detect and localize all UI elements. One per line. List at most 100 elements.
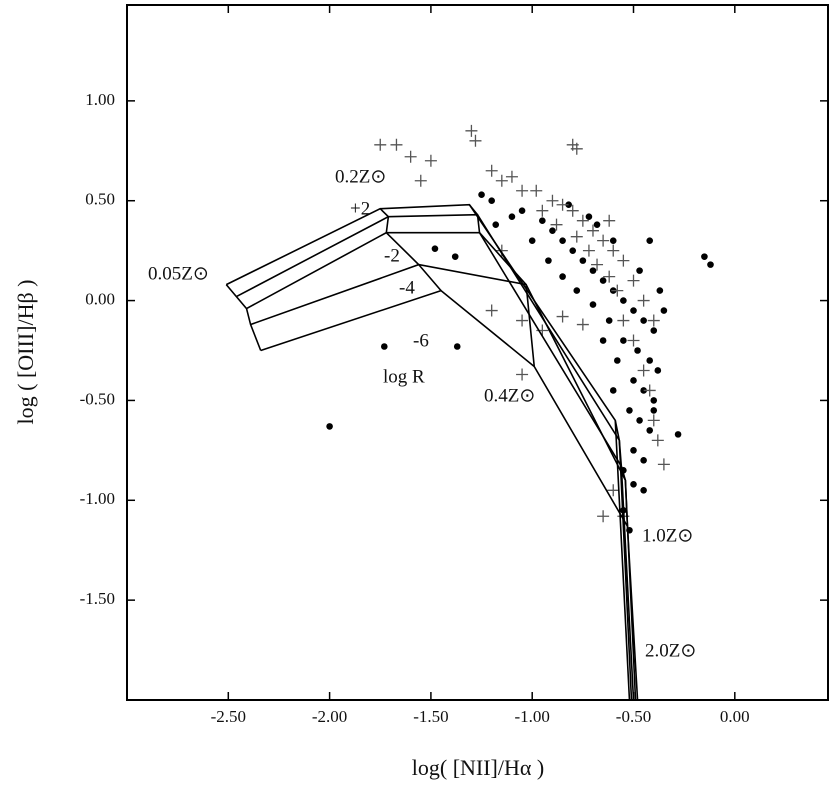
data-point <box>518 207 526 215</box>
model-line <box>236 213 633 701</box>
model-line <box>225 203 631 701</box>
data-point <box>640 457 647 464</box>
data-point <box>492 221 500 228</box>
data-point <box>627 274 640 287</box>
data-point <box>603 270 616 283</box>
data-point <box>637 364 650 377</box>
data-point <box>607 244 620 257</box>
data-point <box>516 184 529 197</box>
y-tick-label: 0.00 <box>85 289 115 308</box>
data-point <box>508 213 516 220</box>
data-point <box>613 357 621 364</box>
data-point <box>636 417 643 424</box>
data-point <box>485 304 498 317</box>
data-point <box>640 317 647 324</box>
data-point <box>701 253 708 260</box>
data-point <box>650 407 658 414</box>
data-point <box>528 237 536 244</box>
annotation: -2 <box>384 245 400 266</box>
data-point <box>326 423 333 430</box>
data-point <box>546 194 559 207</box>
data-point <box>485 164 498 177</box>
annotation: 1.0Z⊙ <box>642 525 693 546</box>
data-point <box>617 254 630 267</box>
data-point <box>451 253 459 260</box>
data-point <box>620 337 627 344</box>
data-point <box>589 267 597 274</box>
annotation: -6 <box>413 330 429 351</box>
model-line <box>246 231 635 701</box>
y-tick-label: -1.00 <box>80 489 115 508</box>
data-point <box>657 458 670 471</box>
data-point <box>545 257 552 264</box>
data-point <box>605 317 613 324</box>
x-tick-label: -0.50 <box>616 707 651 726</box>
plot-frame <box>126 4 829 701</box>
annotation: 0.05Z⊙ <box>148 263 209 284</box>
data-point <box>654 367 662 374</box>
data-point <box>495 174 508 187</box>
data-point <box>707 261 714 268</box>
data-point <box>424 154 437 167</box>
y-tick-label: -0.50 <box>80 389 115 408</box>
x-tick-label: -2.50 <box>211 707 246 726</box>
data-point <box>465 124 478 137</box>
data-point <box>646 427 654 434</box>
data-point <box>576 214 589 227</box>
y-axis-label: log ( [OIII]/Hβ ) <box>13 280 38 425</box>
data-point <box>630 481 637 488</box>
data-point <box>630 447 637 454</box>
x-tick-label: -1.00 <box>514 707 549 726</box>
data-point <box>414 174 427 187</box>
data-point <box>634 347 641 354</box>
data-point <box>566 204 579 217</box>
annotation: 2.0Z⊙ <box>645 640 696 661</box>
data-point <box>390 138 403 151</box>
annotation: 0.2Z⊙ <box>335 166 386 187</box>
data-point <box>576 318 589 331</box>
data-point <box>469 134 482 147</box>
data-point <box>637 294 650 307</box>
data-point <box>674 431 682 438</box>
data-point <box>650 397 658 404</box>
data-point <box>650 327 658 334</box>
data-point <box>607 484 620 497</box>
data-point <box>570 230 583 243</box>
annotation: -4 <box>399 277 415 298</box>
data-point <box>656 287 664 294</box>
data-point <box>530 184 543 197</box>
data-point <box>582 244 595 257</box>
annotation: log R <box>383 366 425 387</box>
data-point <box>611 284 624 297</box>
y-tick-label: 0.50 <box>85 190 115 209</box>
data-point <box>556 198 569 211</box>
data-point <box>374 138 387 151</box>
data-point <box>488 197 495 205</box>
data-point <box>556 310 569 323</box>
data-point <box>646 237 654 244</box>
data-point <box>620 297 627 304</box>
data-point <box>565 201 572 209</box>
data-point <box>640 487 647 494</box>
annotation: +2 <box>350 198 370 219</box>
data-point <box>549 227 556 234</box>
x-tick-label: 0.00 <box>720 707 750 726</box>
data-point <box>640 387 647 394</box>
data-point <box>651 434 664 447</box>
data-point <box>431 245 439 252</box>
model-line <box>250 263 637 701</box>
data-point <box>516 314 529 327</box>
data-point <box>404 150 417 163</box>
data-point <box>539 217 546 224</box>
data-point <box>381 343 388 350</box>
data-point <box>586 224 599 237</box>
y-tick-label: -1.50 <box>80 589 115 608</box>
data-point <box>569 247 577 254</box>
model-line <box>468 204 536 367</box>
annotation: 0.4Z⊙ <box>484 385 535 406</box>
data-point <box>647 414 660 427</box>
data-point <box>626 407 633 414</box>
data-point <box>660 307 668 314</box>
data-point <box>599 337 607 344</box>
